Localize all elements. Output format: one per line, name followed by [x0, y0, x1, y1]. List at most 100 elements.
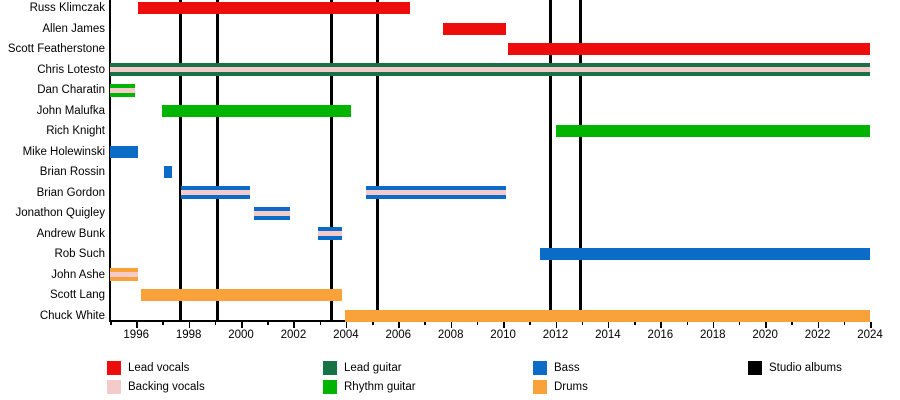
member-label-john-malufka: John Malufka — [36, 104, 105, 117]
x-tick-label-2002: 2002 — [280, 329, 307, 341]
studio-album-line-5 — [578, 0, 582, 320]
legend-label: Rhythm guitar — [344, 381, 416, 393]
x-minor-tick — [791, 321, 793, 325]
timeline-bar — [110, 63, 870, 76]
legend-swatch-rhythm_guitar — [323, 380, 337, 394]
member-label-mike-holewinski: Mike Holewinski — [22, 145, 105, 158]
x-tick-label-2008: 2008 — [437, 329, 464, 341]
backing-vocals-stripe — [254, 210, 290, 216]
x-tick-label-2006: 2006 — [385, 329, 412, 341]
x-minor-tick — [738, 321, 741, 325]
backing-vocals-stripe — [180, 190, 251, 195]
x-minor-tick — [162, 321, 164, 325]
x-major-tick — [817, 321, 820, 328]
x-tick-label-2012: 2012 — [542, 329, 569, 341]
x-minor-tick — [476, 321, 479, 325]
x-minor-tick — [634, 321, 636, 325]
member-label-andrew-bunk: Andrew Bunk — [36, 227, 105, 240]
studio-album-line-1 — [215, 0, 219, 320]
timeline-bar — [162, 104, 352, 117]
timeline-bar — [555, 125, 870, 137]
x-tick-label-2016: 2016 — [647, 329, 674, 341]
timeline-bar — [442, 22, 506, 35]
member-label-jonathon-quigley: Jonathon Quigley — [15, 207, 105, 219]
x-tick-label-1998: 1998 — [175, 329, 202, 341]
timeline-bar — [318, 227, 342, 240]
backing-vocals-stripe — [318, 231, 342, 236]
x-major-tick — [241, 321, 243, 328]
legend-label: Backing vocals — [128, 381, 205, 393]
timeline-bar — [110, 145, 138, 158]
member-label-rob-such: Rob Such — [54, 248, 105, 260]
legend-label: Lead vocals — [128, 362, 190, 374]
x-minor-tick — [372, 321, 374, 325]
legend-label: Studio albums — [769, 362, 842, 374]
legend-item-lead-vocals: Lead vocals — [107, 361, 287, 376]
backing-vocals-stripe — [110, 272, 138, 277]
legend-swatch-lead_guitar — [323, 361, 337, 375]
x-tick-label-2018: 2018 — [699, 329, 726, 341]
chart-legend: Lead vocals Backing vocals Lead guitar Rhyt… — [0, 355, 900, 400]
x-major-tick — [450, 321, 453, 328]
member-label-brian-gordon: Brian Gordon — [36, 186, 105, 199]
legend-swatch-bass — [533, 361, 547, 375]
backing-vocals-stripe — [365, 190, 506, 195]
timeline-bar — [110, 83, 135, 97]
x-tick-label-2004: 2004 — [333, 329, 359, 341]
legend-item-rhythm-guitar: Rhythm guitar — [323, 380, 503, 395]
x-tick-label-2000: 2000 — [228, 329, 254, 341]
member-label-chris-lotesto: Chris Lotesto — [37, 63, 105, 76]
legend-label: Lead guitar — [344, 362, 402, 374]
x-major-tick — [555, 321, 558, 328]
x-major-tick — [345, 321, 348, 328]
member-label-allen-james: Allen James — [42, 22, 105, 35]
timeline-bar — [180, 186, 251, 199]
legend-swatch-lead_vocals — [107, 361, 121, 375]
member-label-brian-rossin: Brian Rossin — [39, 166, 105, 178]
backing-vocals-stripe — [110, 87, 135, 93]
x-tick-label-1996: 1996 — [123, 329, 149, 341]
x-minor-tick — [424, 321, 426, 325]
x-minor-tick — [843, 321, 846, 325]
timeline-bar — [344, 309, 870, 322]
timeline-bar — [163, 166, 172, 178]
timeline-bar — [508, 43, 870, 55]
legend-swatch-studio_albums — [748, 361, 762, 375]
x-major-tick — [712, 321, 715, 328]
timeline-plot-area: 1996 1998 2000 2002 2004 2006 2008 2010 2012 2014… — [8, 0, 883, 341]
x-major-tick — [188, 321, 191, 328]
legend-item-lead-guitar: Lead guitar — [323, 361, 503, 376]
x-major-tick — [607, 321, 610, 328]
x-tick-label-2022: 2022 — [804, 329, 831, 341]
x-minor-tick — [110, 321, 112, 325]
x-tick-label-2010: 2010 — [490, 329, 516, 341]
x-major-tick — [870, 321, 872, 328]
y-axis-line — [109, 0, 111, 320]
timeline-bar — [539, 248, 870, 260]
studio-album-line-4 — [548, 0, 552, 320]
legend-swatch-drums — [533, 380, 547, 394]
x-major-tick — [136, 321, 138, 328]
member-label-russ-klimczak: Russ Klimczak — [29, 2, 105, 14]
x-tick-label-2024: 2024 — [857, 329, 883, 341]
member-label-chuck-white: Chuck White — [39, 309, 105, 322]
legend-item-studio-albums: Studio albums — [748, 361, 900, 376]
member-label-scott-lang: Scott Lang — [50, 289, 105, 301]
legend-label: Drums — [554, 381, 588, 393]
legend-item-backing-vocals: Backing vocals — [107, 380, 287, 395]
x-minor-tick — [319, 321, 322, 325]
x-tick-label-2014: 2014 — [595, 329, 621, 341]
x-minor-tick — [581, 321, 584, 325]
timeline-bar — [141, 289, 342, 301]
studio-album-line-2 — [329, 0, 333, 320]
legend-swatch-backing_vocals — [107, 380, 121, 394]
x-major-tick — [660, 321, 662, 328]
timeline-bar — [254, 206, 290, 220]
member-label-dan-charatin: Dan Charatin — [37, 84, 105, 96]
x-major-tick — [765, 321, 767, 328]
studio-album-line-0 — [179, 0, 183, 320]
legend-item-drums: Drums — [533, 380, 713, 395]
member-label-john-ashe: John Ashe — [51, 268, 105, 281]
member-label-rich-knight: Rich Knight — [46, 125, 105, 137]
